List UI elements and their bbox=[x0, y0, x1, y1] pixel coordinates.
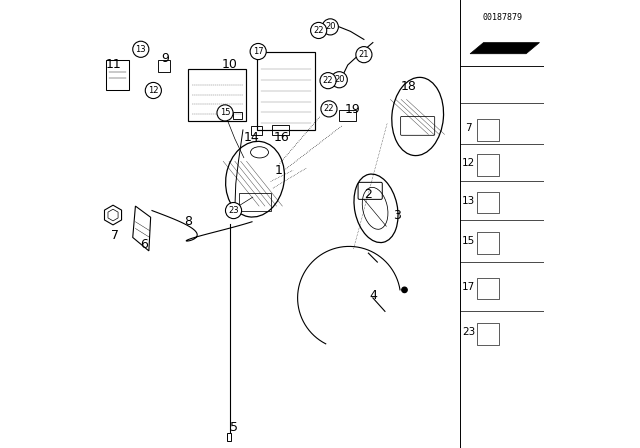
Text: 5: 5 bbox=[230, 421, 237, 435]
Text: 7: 7 bbox=[465, 123, 472, 133]
Bar bbox=[477, 323, 499, 345]
Bar bbox=[477, 192, 499, 213]
Bar bbox=[251, 126, 262, 135]
Bar bbox=[339, 110, 356, 121]
Text: 4: 4 bbox=[370, 289, 378, 302]
Text: 14: 14 bbox=[244, 131, 260, 144]
Bar bbox=[106, 60, 129, 90]
Text: 9: 9 bbox=[161, 52, 170, 65]
Text: 00187879: 00187879 bbox=[483, 13, 523, 22]
Polygon shape bbox=[470, 43, 540, 54]
Text: 21: 21 bbox=[358, 50, 369, 59]
Circle shape bbox=[320, 73, 336, 89]
Bar bbox=[271, 125, 289, 135]
Text: 15: 15 bbox=[220, 108, 230, 117]
Text: 18: 18 bbox=[401, 79, 417, 93]
Circle shape bbox=[145, 82, 161, 99]
Text: 12: 12 bbox=[462, 158, 476, 168]
Text: 13: 13 bbox=[136, 45, 146, 54]
Bar bbox=[233, 112, 243, 119]
Bar bbox=[239, 193, 271, 211]
Circle shape bbox=[132, 41, 149, 57]
Text: 11: 11 bbox=[106, 58, 122, 72]
Text: 1: 1 bbox=[275, 164, 283, 177]
Bar bbox=[158, 60, 170, 72]
Circle shape bbox=[332, 72, 348, 88]
Text: 19: 19 bbox=[345, 103, 360, 116]
Text: 13: 13 bbox=[462, 196, 476, 206]
Text: 15: 15 bbox=[462, 236, 476, 246]
Circle shape bbox=[250, 43, 266, 60]
Text: 22: 22 bbox=[324, 104, 334, 113]
Text: 7: 7 bbox=[111, 228, 119, 242]
Bar bbox=[477, 278, 499, 299]
Circle shape bbox=[321, 101, 337, 117]
Circle shape bbox=[356, 47, 372, 63]
Bar bbox=[477, 232, 499, 254]
Text: 12: 12 bbox=[148, 86, 159, 95]
Text: 17: 17 bbox=[462, 282, 476, 292]
Circle shape bbox=[217, 105, 233, 121]
Text: 2: 2 bbox=[364, 188, 372, 202]
Circle shape bbox=[402, 287, 407, 293]
Text: 20: 20 bbox=[334, 75, 344, 84]
Text: 8: 8 bbox=[184, 215, 192, 228]
Circle shape bbox=[225, 202, 242, 219]
Text: 20: 20 bbox=[325, 22, 335, 31]
Text: 17: 17 bbox=[253, 47, 264, 56]
Circle shape bbox=[323, 19, 339, 35]
Text: 23: 23 bbox=[462, 327, 476, 337]
Text: 10: 10 bbox=[221, 58, 237, 72]
Text: 22: 22 bbox=[314, 26, 324, 35]
Text: 22: 22 bbox=[323, 76, 333, 85]
Bar bbox=[477, 154, 499, 176]
Text: 6: 6 bbox=[140, 237, 148, 251]
Bar bbox=[257, 52, 315, 130]
Bar bbox=[477, 119, 499, 141]
Bar bbox=[188, 69, 246, 121]
Circle shape bbox=[310, 22, 327, 39]
Text: 16: 16 bbox=[274, 131, 290, 145]
Text: 23: 23 bbox=[228, 206, 239, 215]
Bar bbox=[227, 433, 231, 441]
Text: 3: 3 bbox=[393, 208, 401, 222]
